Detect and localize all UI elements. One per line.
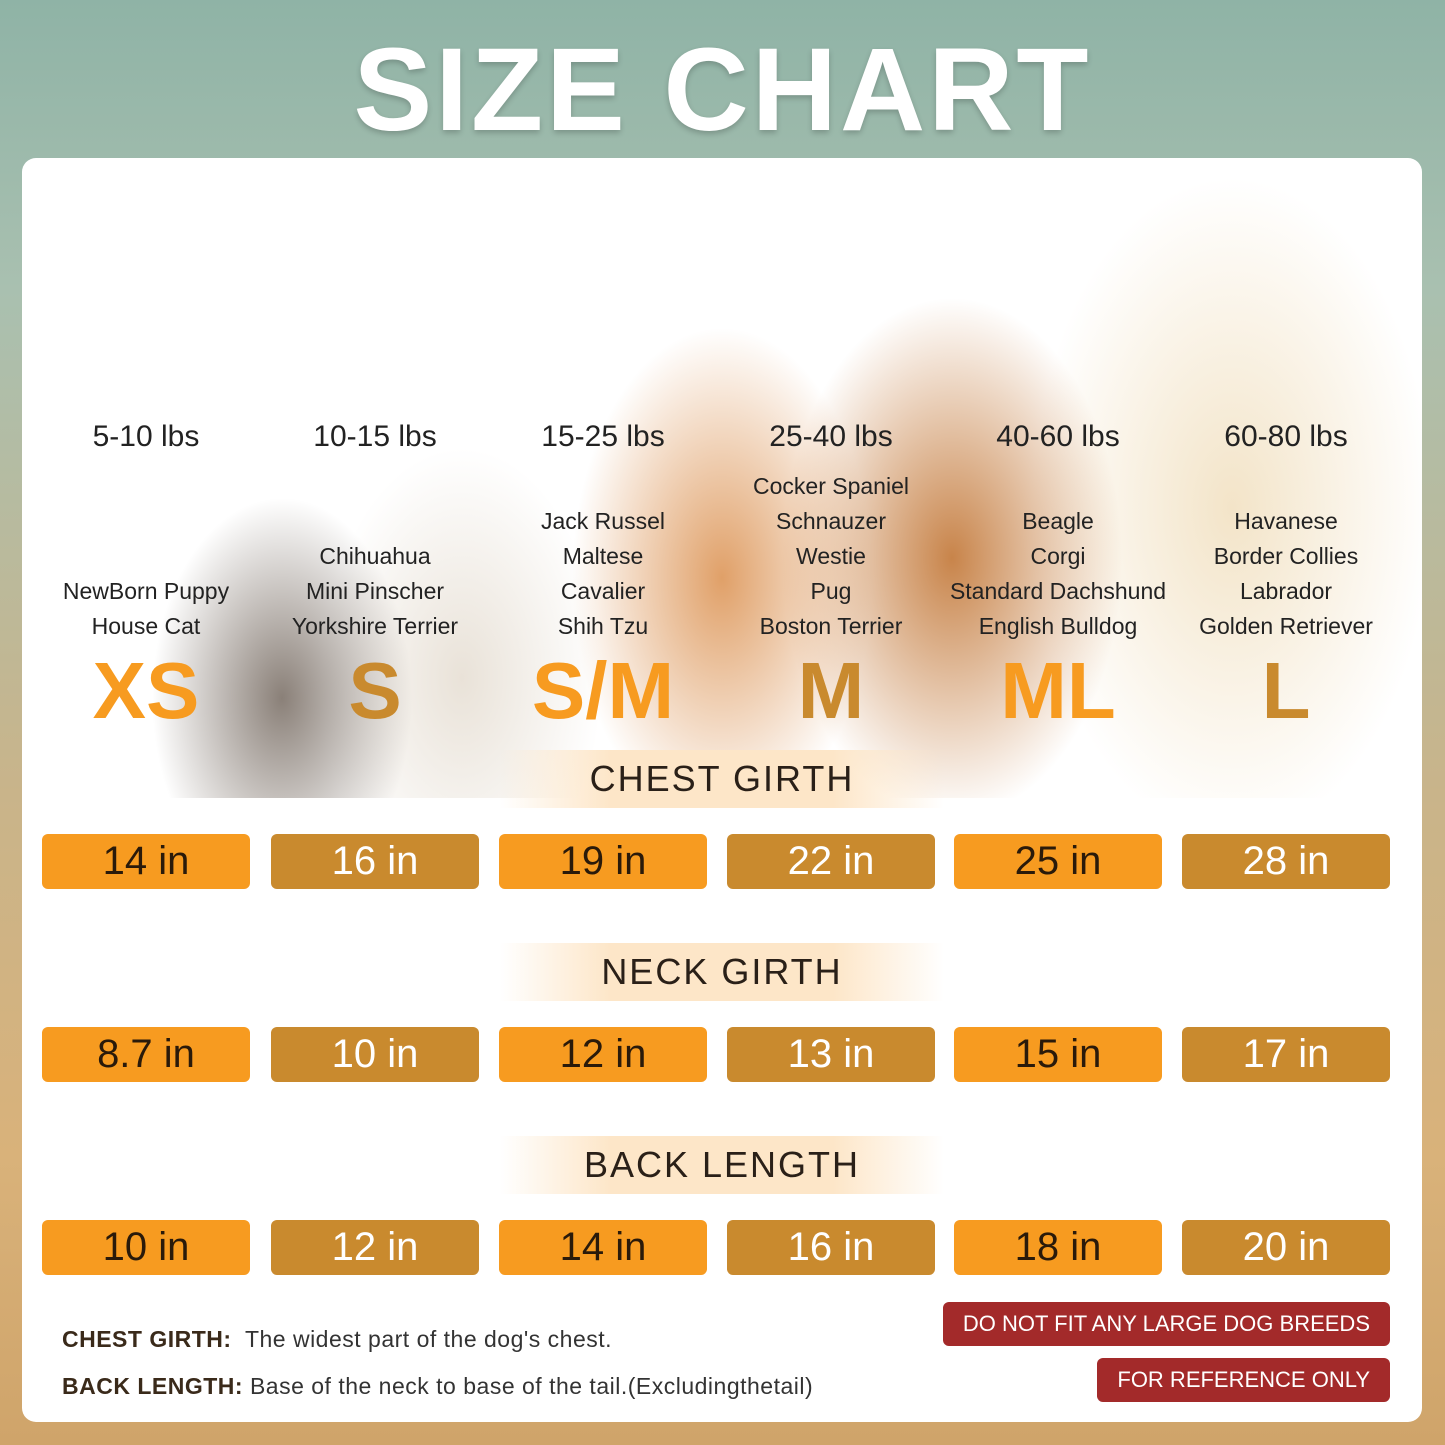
warning-reference: FOR REFERENCE ONLY [1097, 1358, 1390, 1402]
measurement-header: NECK GIRTH [500, 943, 944, 1001]
breed-name: Shih Tzu [557, 613, 649, 639]
weight-range: 25-40 lbs [769, 420, 893, 453]
breed-list: Cocker Spaniel Schnauzer Westie Pug Boston T… [707, 469, 955, 644]
note-back: BACK LENGTH: Base of the neck to base of… [62, 1373, 814, 1399]
weight-range: 60-80 lbs [1224, 420, 1348, 453]
measurement-value: 28 in [1182, 834, 1390, 889]
weight-range: 10-15 lbs [313, 420, 437, 453]
size-label: M [797, 646, 865, 735]
dogs-photo [22, 158, 1422, 798]
breed-name: House Cat [91, 613, 201, 639]
measurement-value: 14 in [42, 834, 250, 889]
measurement-value: 18 in [954, 1220, 1162, 1275]
measurement-value: 20 in [1182, 1220, 1390, 1275]
breed-name: Standard Dachshund [949, 578, 1167, 604]
measurement-value: 22 in [727, 834, 935, 889]
size-label: ML [1000, 646, 1116, 735]
breed-list: Jack Russel Maltese Cavalier Shih Tzu [479, 504, 727, 644]
measurement-value: 15 in [954, 1027, 1162, 1082]
breed-name: Schnauzer [776, 508, 886, 534]
size-label: S/M [531, 646, 675, 735]
breed-name: Jack Russel [541, 508, 665, 534]
measurement-value: 13 in [727, 1027, 935, 1082]
weight-range: 5-10 lbs [92, 420, 200, 453]
size-chart-card: 5-10 lbs NewBorn Puppy House Cat XS 10-15 lb… [22, 158, 1422, 1422]
measurement-value: 16 in [727, 1220, 935, 1275]
breed-name: Yorkshire Terrier [291, 613, 459, 639]
breed-list: NewBorn Puppy House Cat [22, 574, 270, 644]
measurement-value: 14 in [499, 1220, 707, 1275]
measurement-value: 16 in [271, 834, 479, 889]
size-label: S [348, 646, 402, 735]
measurement-value: 25 in [954, 834, 1162, 889]
measurement-value: 19 in [499, 834, 707, 889]
breed-list: Beagle Corgi Standard Dachshund English Bul… [934, 504, 1182, 644]
breed-name: Labrador [1239, 578, 1333, 604]
breed-name: NewBorn Puppy [62, 578, 230, 604]
breed-name: Border Collies [1213, 543, 1359, 569]
breed-name: Corgi [1030, 543, 1086, 569]
breed-name: Pug [810, 578, 852, 604]
breed-name: Westie [796, 543, 866, 569]
measurement-value: 12 in [499, 1027, 707, 1082]
page-title: SIZE CHART [353, 24, 1092, 156]
breed-list: Chihuahua Mini Pinscher Yorkshire Terrier [251, 539, 499, 644]
breed-name: Maltese [562, 543, 644, 569]
breed-name: Cavalier [560, 578, 646, 604]
breed-name: Boston Terrier [759, 613, 903, 639]
breed-name: Chihuahua [319, 543, 431, 569]
measurement-header: CHEST GIRTH [500, 750, 944, 808]
weight-range: 40-60 lbs [996, 420, 1120, 453]
breed-list: Havanese Border Collies Labrador Golden Ret… [1162, 504, 1410, 644]
measurement-value: 17 in [1182, 1027, 1390, 1082]
measurement-value: 8.7 in [42, 1027, 250, 1082]
breed-name: Beagle [1022, 508, 1094, 534]
breed-name: English Bulldog [978, 613, 1138, 639]
weight-range: 15-25 lbs [541, 420, 665, 453]
measurement-header: BACK LENGTH [500, 1136, 944, 1194]
note-chest: CHEST GIRTH: The widest part of the dog'… [62, 1326, 613, 1352]
size-label: XS [92, 646, 200, 735]
breed-name: Cocker Spaniel [753, 473, 909, 499]
breed-name: Golden Retriever [1199, 613, 1373, 639]
breed-name: Mini Pinscher [305, 578, 445, 604]
size-label: L [1261, 646, 1311, 735]
measurement-value: 10 in [271, 1027, 479, 1082]
warning-large-breeds: DO NOT FIT ANY LARGE DOG BREEDS [942, 1302, 1390, 1346]
measurement-value: 12 in [271, 1220, 479, 1275]
breed-name: Havanese [1234, 508, 1338, 534]
measurement-value: 10 in [42, 1220, 250, 1275]
